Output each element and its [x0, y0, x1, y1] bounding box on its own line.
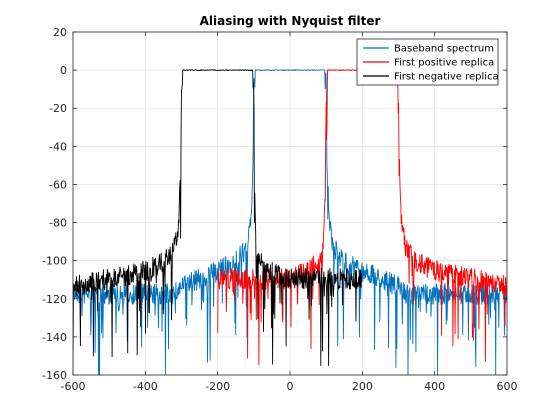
- y-tick-label: -100: [42, 255, 67, 268]
- x-tick-label: 600: [497, 380, 518, 393]
- chart-title: Aliasing with Nyquist filter: [200, 14, 381, 28]
- x-tick-label: 0: [287, 380, 294, 393]
- y-tick-label: -120: [42, 293, 67, 306]
- axis-ticks: -600 -400 -200 0 200 400 600200-20-40-60-80-10…: [42, 26, 517, 393]
- x-tick-label: 200: [352, 380, 373, 393]
- y-tick-label: -60: [49, 178, 67, 191]
- series-line-first-negative-replica: [73, 69, 363, 366]
- y-tick-label: -40: [49, 140, 67, 153]
- legend-entry-label: Baseband spectrum: [394, 44, 494, 55]
- legend-entry-label: First positive replica: [394, 58, 494, 69]
- y-tick-label: 20: [53, 26, 67, 39]
- y-tick-label: -160: [42, 369, 67, 382]
- x-tick-label: -600: [61, 380, 86, 393]
- x-tick-label: -200: [205, 380, 230, 393]
- x-tick-label: -400: [133, 380, 158, 393]
- y-tick-label: -20: [49, 102, 67, 115]
- x-tick-label: 400: [424, 380, 445, 393]
- legend[interactable]: Baseband spectrum First positive replica F…: [356, 38, 499, 86]
- y-tick-label: -80: [49, 217, 67, 230]
- legend-entry-label: First negative replica: [394, 72, 499, 83]
- y-tick-label: -140: [42, 331, 67, 344]
- y-tick-label: 0: [60, 64, 67, 77]
